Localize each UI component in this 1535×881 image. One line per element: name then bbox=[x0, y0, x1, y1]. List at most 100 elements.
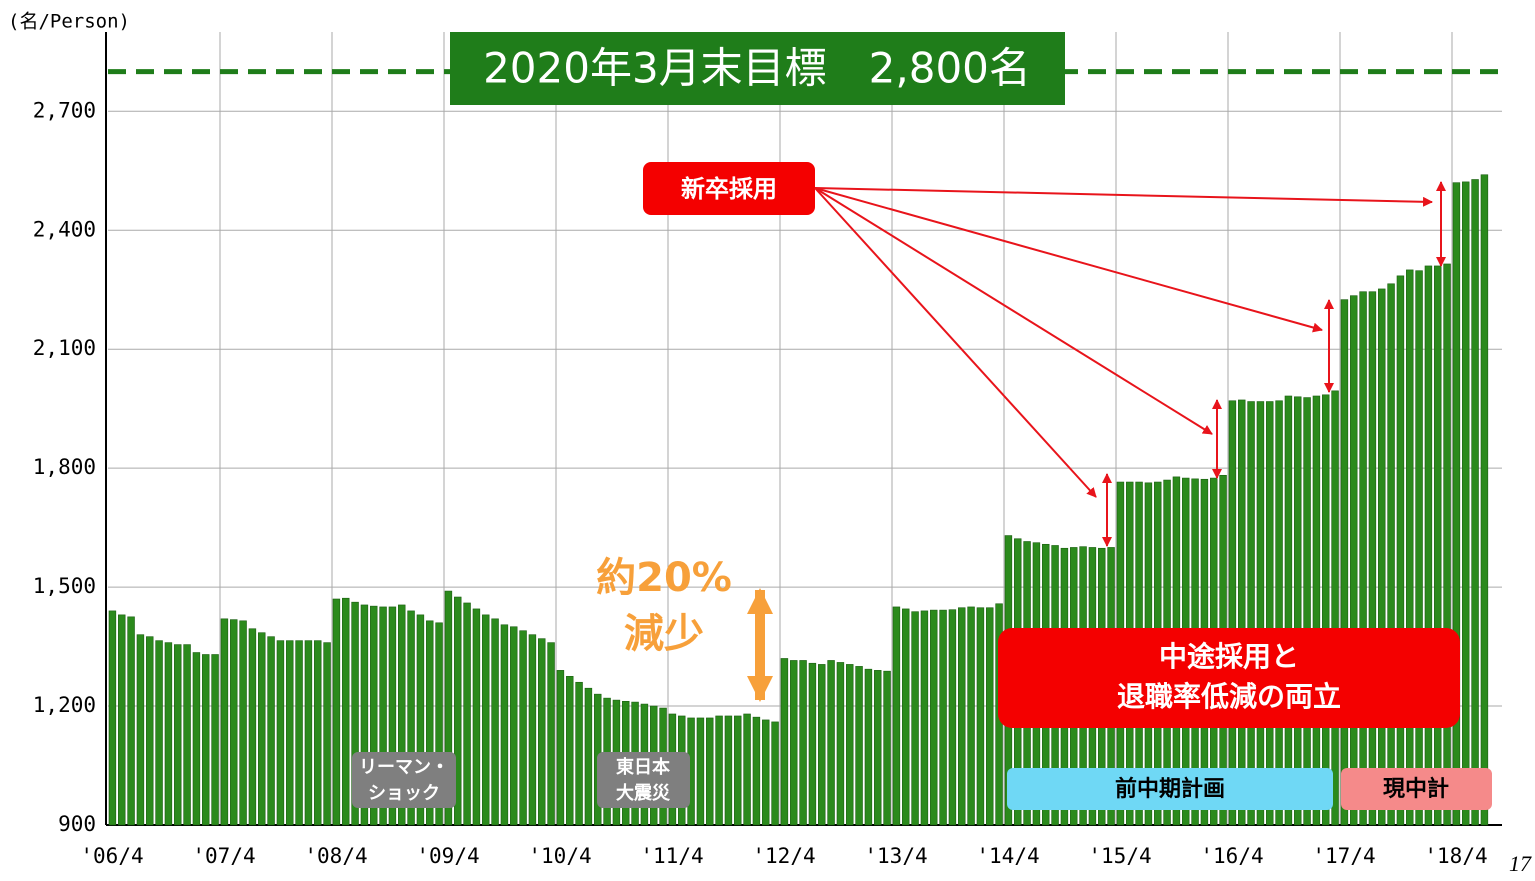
bar bbox=[1387, 283, 1395, 826]
bar bbox=[248, 628, 257, 826]
bar bbox=[1443, 263, 1451, 826]
bar bbox=[211, 654, 219, 826]
bar bbox=[836, 662, 845, 826]
y-tick-label: 1,500 bbox=[33, 574, 96, 598]
bar bbox=[939, 609, 947, 826]
bar bbox=[370, 605, 378, 826]
bar bbox=[146, 636, 154, 826]
x-tick-label: '16/4 bbox=[1200, 844, 1263, 868]
bar bbox=[911, 611, 919, 826]
label-box bbox=[643, 162, 815, 215]
bar bbox=[762, 719, 770, 826]
annotation: ショック bbox=[368, 783, 440, 804]
bar bbox=[202, 654, 210, 826]
bar bbox=[1331, 390, 1339, 826]
bar bbox=[1406, 269, 1414, 826]
bar bbox=[164, 642, 173, 826]
bar bbox=[295, 640, 303, 826]
page-number: 17 bbox=[1509, 851, 1532, 876]
bar bbox=[304, 640, 313, 826]
bar bbox=[547, 642, 555, 826]
bar bbox=[855, 666, 863, 826]
bar bbox=[967, 606, 975, 826]
bar bbox=[1340, 299, 1349, 826]
bar bbox=[136, 634, 145, 826]
bar bbox=[752, 716, 761, 826]
bar bbox=[1284, 395, 1293, 826]
bar bbox=[472, 608, 481, 826]
annotation: 新卒採用 bbox=[681, 175, 777, 203]
bar bbox=[192, 652, 201, 826]
bar bbox=[930, 609, 938, 826]
bar bbox=[1228, 400, 1237, 826]
bar bbox=[426, 620, 434, 826]
bar bbox=[398, 604, 406, 826]
y-tick-label: 1,800 bbox=[33, 455, 96, 479]
y-tick-label: 900 bbox=[58, 812, 96, 836]
bar bbox=[734, 715, 742, 826]
annotation: 現中計 bbox=[1383, 776, 1449, 802]
bar bbox=[174, 644, 182, 826]
y-tick-label: 1,200 bbox=[33, 693, 96, 717]
bar bbox=[1294, 396, 1302, 826]
bar bbox=[342, 597, 350, 826]
x-tick-label: '11/4 bbox=[640, 844, 703, 868]
bar bbox=[230, 619, 238, 826]
bar bbox=[920, 610, 929, 826]
annotation: 約20% bbox=[596, 555, 732, 601]
y-unit: (名/Person) bbox=[8, 11, 130, 33]
bar bbox=[1396, 275, 1405, 826]
bar bbox=[528, 634, 537, 826]
bar bbox=[584, 687, 593, 826]
bar bbox=[771, 721, 779, 826]
bar bbox=[1256, 401, 1265, 826]
bar bbox=[510, 626, 518, 826]
x-tick-label: '15/4 bbox=[1088, 844, 1151, 868]
bar bbox=[1312, 395, 1321, 826]
bar bbox=[435, 622, 443, 826]
bar bbox=[155, 640, 163, 826]
label-box bbox=[352, 752, 456, 808]
x-tick-label: '18/4 bbox=[1424, 844, 1487, 868]
bar bbox=[538, 638, 546, 826]
bar bbox=[1378, 288, 1386, 826]
bar bbox=[454, 596, 462, 826]
bar bbox=[388, 606, 397, 826]
bar bbox=[500, 624, 509, 826]
bar bbox=[183, 644, 191, 826]
chart-title: 2020年3月末目標 2,800名 bbox=[483, 44, 1031, 93]
x-tick-label: '12/4 bbox=[752, 844, 815, 868]
plan-box bbox=[1007, 768, 1333, 810]
bar bbox=[314, 640, 322, 826]
bar bbox=[808, 662, 817, 826]
bar bbox=[1452, 182, 1461, 826]
x-tick-label: '13/4 bbox=[864, 844, 927, 868]
bar bbox=[976, 607, 985, 826]
bar bbox=[575, 681, 583, 826]
bar bbox=[883, 670, 891, 826]
bar bbox=[379, 606, 387, 826]
bar bbox=[1359, 291, 1367, 826]
annotation: 東日本 bbox=[616, 756, 670, 778]
annotation: 前中期計画 bbox=[1115, 776, 1225, 802]
bar bbox=[696, 717, 705, 826]
bar bbox=[332, 598, 341, 826]
bar bbox=[874, 670, 882, 826]
y-tick-label: 2,400 bbox=[33, 217, 96, 241]
plan-box bbox=[1341, 768, 1492, 810]
bar bbox=[986, 607, 994, 826]
bar bbox=[556, 670, 565, 826]
bar bbox=[463, 602, 471, 826]
bar bbox=[444, 590, 453, 826]
annotation: 退職率低減の両立 bbox=[1117, 680, 1341, 713]
bar bbox=[108, 610, 117, 826]
bar bbox=[1350, 295, 1358, 826]
annotations: (名/Person) 2020年3月末目標 2,800名 新卒採用 約20% 減… bbox=[8, 11, 1532, 877]
bar bbox=[743, 713, 751, 826]
y-tick-label: 2,700 bbox=[33, 98, 96, 122]
bar bbox=[267, 636, 275, 826]
bar bbox=[239, 620, 247, 826]
x-tick-label: '08/4 bbox=[304, 844, 367, 868]
bar bbox=[1275, 400, 1283, 826]
